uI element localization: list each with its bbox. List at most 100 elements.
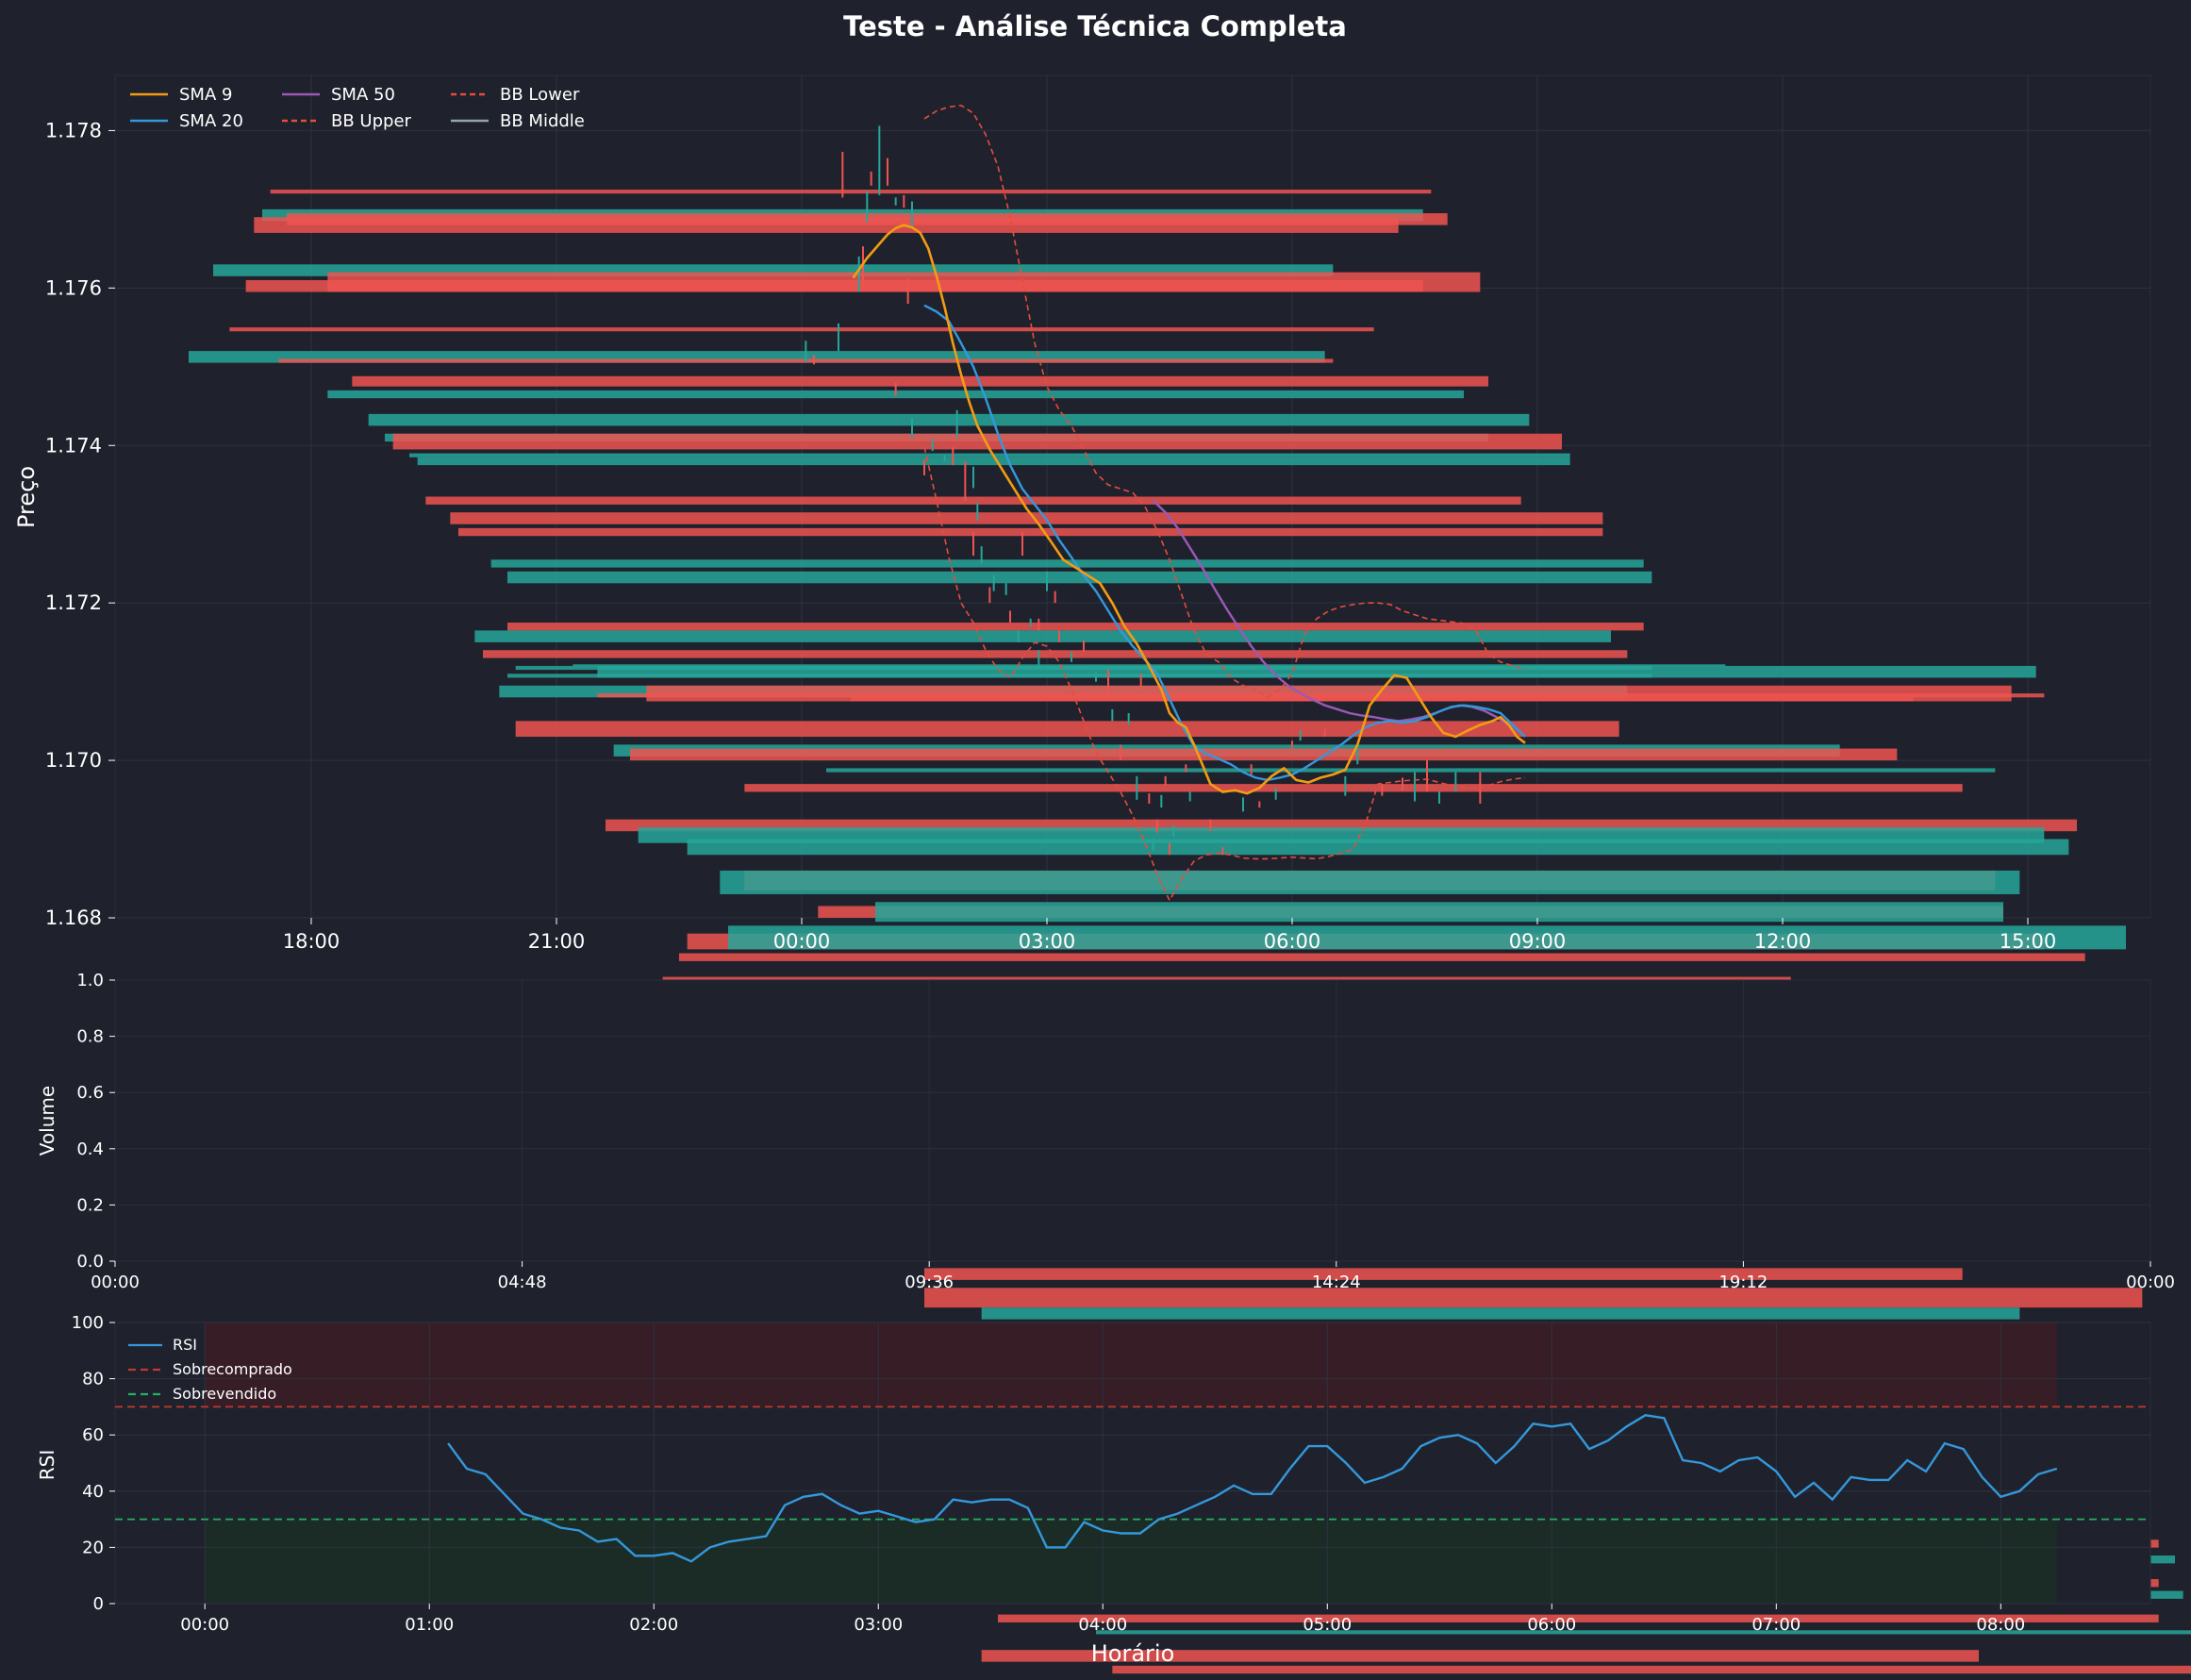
candle-bullish bbox=[687, 839, 2069, 856]
rsi-x-ticks: 00:00 01:00 02:00 03:00 04:00 05:00 06:00 07:00… bbox=[180, 1604, 2025, 1635]
candle-bullish bbox=[368, 413, 1530, 426]
price-legend-label: BB Middle bbox=[500, 111, 585, 131]
volume-y-tick-label: 0.4 bbox=[76, 1139, 104, 1159]
rsi-y-tick-label: 60 bbox=[82, 1425, 104, 1445]
candle-bearish bbox=[507, 623, 1644, 631]
volume-y-tick-label: 0.6 bbox=[76, 1083, 104, 1103]
rsi-y-ticks: 0 20 40 60 80 100 bbox=[72, 1313, 115, 1614]
candle-bearish bbox=[483, 650, 1628, 658]
rsi-x-tick-label: 03:00 bbox=[854, 1615, 903, 1635]
volume-x-tick-label: 00:00 bbox=[91, 1272, 140, 1292]
bb-lower-line bbox=[923, 446, 1526, 903]
rsi-legend-label: Sobrecomprado bbox=[173, 1360, 292, 1378]
price-x-tick-label: 18:00 bbox=[283, 930, 340, 953]
candle-bearish bbox=[392, 433, 1563, 450]
price-legend: SMA 9 SMA 20 SMA 50 BB Upper BB Lower BB Midd… bbox=[130, 85, 585, 131]
volume-y-ticks: 0.0 0.2 0.4 0.6 0.8 1.0 bbox=[76, 971, 115, 1272]
candle-bearish bbox=[515, 721, 1619, 738]
candle-bearish bbox=[679, 953, 2085, 961]
candle-bearish bbox=[352, 375, 1488, 387]
rsi-x-tick-label: 04:00 bbox=[1078, 1615, 1127, 1635]
candle-bearish bbox=[270, 190, 1432, 194]
rsi-y-tick-label: 0 bbox=[93, 1594, 104, 1614]
price-y-tick-label: 1.172 bbox=[45, 591, 102, 614]
price-y-axis-label: Preço bbox=[13, 466, 40, 528]
candle-bearish bbox=[924, 1288, 2143, 1308]
price-y-tick-label: 1.174 bbox=[45, 434, 102, 457]
candle-bullish bbox=[728, 925, 2126, 950]
rsi-y-tick-label: 40 bbox=[82, 1482, 104, 1502]
candle-bearish bbox=[458, 527, 1603, 537]
price-y-tick-label: 1.178 bbox=[45, 119, 102, 141]
price-x-tick-label: 03:00 bbox=[1019, 930, 1076, 953]
rsi-line bbox=[447, 1414, 2058, 1563]
volume-x-tick-label: 19:12 bbox=[1718, 1272, 1768, 1292]
price-legend-label: SMA 20 bbox=[179, 111, 243, 131]
volume-x-tick-label: 09:36 bbox=[905, 1272, 954, 1292]
volume-y-tick-label: 1.0 bbox=[76, 971, 104, 990]
overbought-zone bbox=[205, 1322, 2057, 1407]
candle-bearish bbox=[646, 685, 2012, 702]
candle-bearish bbox=[450, 512, 1603, 524]
chart-title: Teste - Análise Técnica Completa bbox=[843, 10, 1347, 42]
rsi-y-tick-label: 80 bbox=[82, 1370, 104, 1389]
rsi-y-axis-label: RSI bbox=[36, 1450, 58, 1481]
oversold-zone bbox=[205, 1519, 2057, 1604]
candle-bearish bbox=[254, 217, 1399, 233]
rsi-y-tick-label: 100 bbox=[72, 1313, 104, 1333]
price-y-tick-label: 1.170 bbox=[45, 749, 102, 772]
price-x-tick-label: 12:00 bbox=[1754, 930, 1812, 953]
candle-bullish bbox=[474, 630, 1611, 642]
rsi-legend: RSI Sobrecomprado Sobrevendido bbox=[128, 1336, 292, 1403]
rsi-x-tick-label: 06:00 bbox=[1527, 1615, 1576, 1635]
candle-bullish bbox=[597, 665, 2036, 678]
volume-x-tick-label: 14:24 bbox=[1312, 1272, 1361, 1292]
rsi-x-tick-label: 08:00 bbox=[1976, 1615, 2025, 1635]
price-panel: 1.168 1.170 1.172 1.174 1.176 1.178 18:00 21:0… bbox=[13, 75, 2191, 1674]
candle-bearish bbox=[1112, 1665, 2191, 1674]
price-x-tick-label: 15:00 bbox=[2000, 930, 2057, 953]
candle-bullish bbox=[409, 453, 1570, 457]
volume-panel: 0.0 0.2 0.4 0.6 0.8 1.0 00:00 04:48 09:36 14:24 1… bbox=[36, 971, 2175, 1292]
rsi-x-tick-label: 02:00 bbox=[629, 1615, 678, 1635]
volume-y-tick-label: 0.8 bbox=[76, 1027, 104, 1047]
price-legend-label: SMA 50 bbox=[331, 85, 395, 105]
volume-y-tick-label: 0.0 bbox=[76, 1252, 104, 1272]
candle-bearish bbox=[924, 1268, 1963, 1280]
volume-plot-area bbox=[114, 979, 2151, 1262]
rsi-panel: 0 20 40 60 80 100 00:00 01:00 02:00 03:00 04:00 05… bbox=[36, 1313, 2151, 1667]
candle-bearish bbox=[425, 496, 1521, 505]
rsi-x-tick-label: 05:00 bbox=[1303, 1615, 1352, 1635]
volume-y-tick-label: 0.2 bbox=[76, 1195, 104, 1215]
volume-x-tick-label: 00:00 bbox=[2126, 1272, 2175, 1292]
price-x-tick-label: 00:00 bbox=[773, 930, 831, 953]
volume-grid bbox=[114, 979, 2151, 1262]
bb-upper-line bbox=[923, 104, 1526, 699]
volume-x-tick-label: 04:48 bbox=[498, 1272, 547, 1292]
sma20-line bbox=[923, 304, 1526, 782]
rsi-x-tick-label: 00:00 bbox=[180, 1615, 229, 1635]
rsi-x-axis-label: Horário bbox=[1091, 1640, 1175, 1667]
candle-bearish bbox=[229, 327, 1374, 332]
candle-bearish bbox=[327, 272, 1481, 292]
rsi-legend-label: RSI bbox=[173, 1336, 197, 1354]
volume-y-axis-label: Volume bbox=[36, 1086, 58, 1156]
rsi-x-tick-label: 01:00 bbox=[405, 1615, 454, 1635]
rsi-x-tick-label: 07:00 bbox=[1751, 1615, 1801, 1635]
candle-bullish bbox=[981, 1307, 2020, 1320]
price-legend-label: BB Lower bbox=[500, 85, 580, 105]
candle-bearish bbox=[630, 748, 1898, 761]
rsi-y-tick-label: 20 bbox=[82, 1538, 104, 1557]
price-x-tick-label: 21:00 bbox=[528, 930, 586, 953]
price-indicator-lines bbox=[852, 104, 1526, 903]
rsi-line-group bbox=[447, 1414, 2058, 1563]
volume-x-ticks: 00:00 04:48 09:36 14:24 19:12 00:00 bbox=[91, 1261, 2175, 1292]
candle-bearish bbox=[998, 1614, 2159, 1622]
candle-bullish bbox=[826, 768, 1996, 773]
price-x-tick-label: 06:00 bbox=[1264, 930, 1321, 953]
price-legend-label: BB Upper bbox=[331, 111, 412, 131]
price-y-tick-label: 1.168 bbox=[45, 907, 102, 929]
candle-bullish bbox=[417, 457, 1570, 466]
candle-bullish bbox=[720, 870, 2020, 894]
